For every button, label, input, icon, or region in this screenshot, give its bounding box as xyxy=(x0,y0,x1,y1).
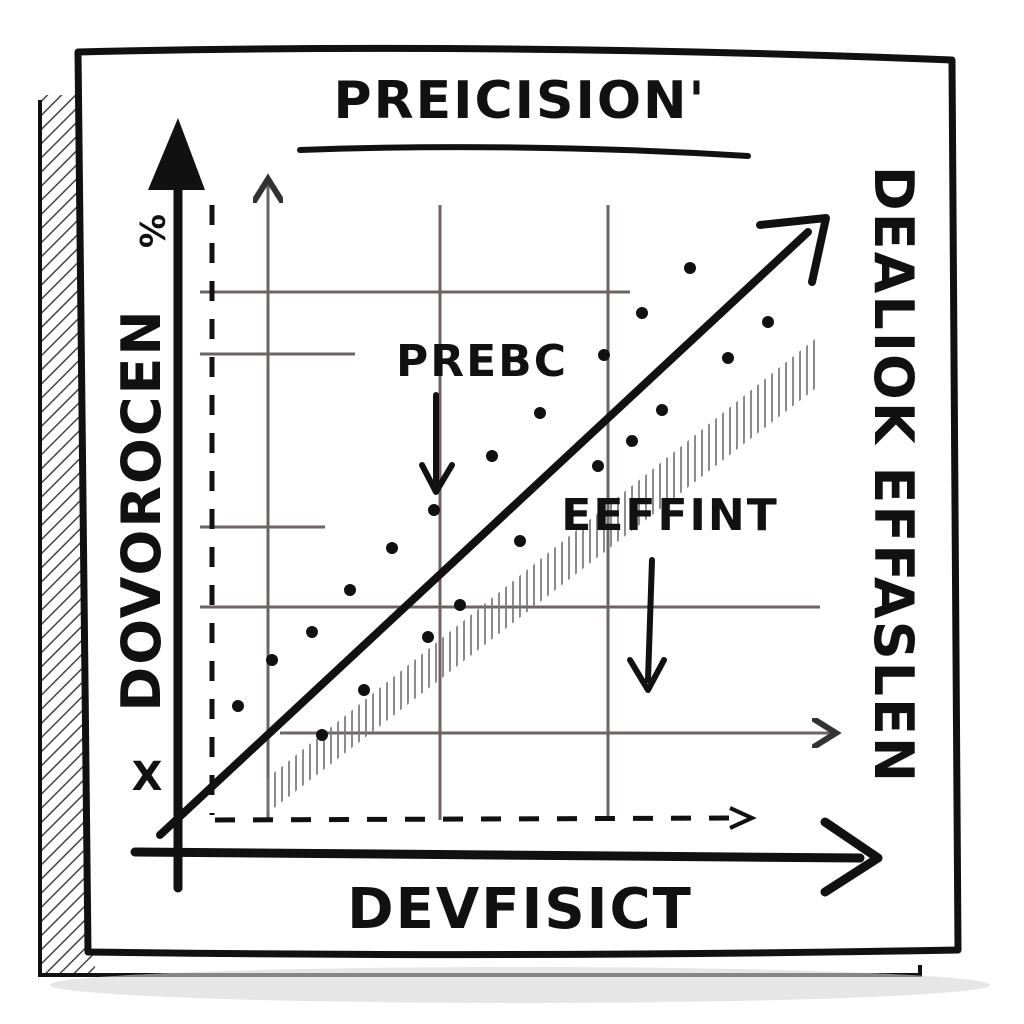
dashed-guide-arrowhead xyxy=(729,806,757,830)
diagram-title: PREICISION' xyxy=(334,71,707,131)
lower-annotation-arrowhead xyxy=(627,657,667,693)
x-axis-arrowhead xyxy=(820,817,883,897)
dashed-horizontal-guide xyxy=(214,815,741,823)
y-axis-arrowhead xyxy=(148,118,205,190)
y-axis-top-mark: % xyxy=(131,214,171,250)
title-underline xyxy=(297,144,751,159)
main-diagonal-arrowhead xyxy=(756,214,830,286)
lower-annotation-arrow-shaft xyxy=(645,557,655,683)
right-vertical-label: DEALIOK EFFASLEN xyxy=(862,166,925,784)
paper-drop-shadow xyxy=(50,967,990,1003)
lower-dotted-series xyxy=(316,316,774,741)
efficiency-shadow-band xyxy=(265,335,820,815)
upper-dotted-series xyxy=(232,262,696,712)
x-axis-line xyxy=(130,847,865,863)
y-axis-bottom-mark: X xyxy=(132,754,165,800)
main-diagonal-line xyxy=(156,228,812,839)
upper-annotation-label: PREBC xyxy=(396,336,568,387)
x-axis-label: DEVFISICT xyxy=(347,877,693,942)
upper-annotation-arrowhead xyxy=(419,462,455,495)
y-axis-label: DOVOROCEN xyxy=(110,308,173,711)
lower-annotation-label: EEFFINT xyxy=(561,490,778,541)
